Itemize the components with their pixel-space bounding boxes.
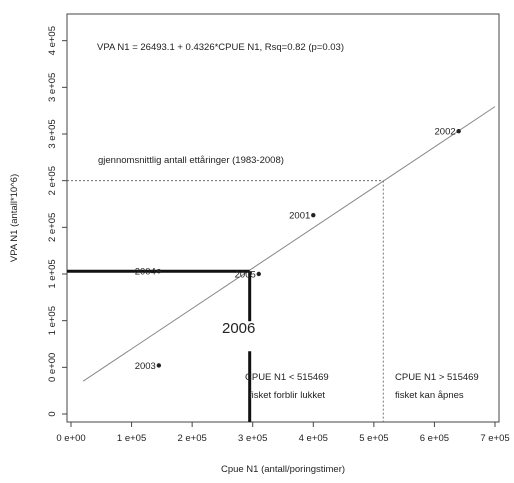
x-tick-label: 6 e+05 bbox=[420, 433, 449, 444]
x-tick-label: 7 e+05 bbox=[480, 433, 509, 444]
y-tick-label: 4 e+05 bbox=[47, 26, 58, 55]
data-point bbox=[456, 129, 461, 134]
regression-line bbox=[82, 106, 496, 382]
y-axis-title: VPA N1 (antall*10^6) bbox=[9, 174, 20, 262]
region-left-line2: fisket forblir lukket bbox=[249, 390, 325, 401]
region-left-line1: CPUE N1 < 515469 bbox=[245, 372, 329, 383]
equation-label: VPA N1 = 26493.1 + 0.4326*CPUE N1, Rsq=0… bbox=[97, 42, 344, 53]
data-point bbox=[256, 271, 261, 277]
y-tick-label: 2 e+05 bbox=[47, 213, 58, 242]
x-tick-label: 4 e+05 bbox=[299, 433, 328, 444]
data-point bbox=[311, 213, 316, 218]
x-tick-label: 2 e+05 bbox=[177, 433, 206, 444]
y-tick-label: 3 e+05 bbox=[47, 73, 58, 102]
mean-line-label: gjennomsnittlig antall ettåringer (1983-… bbox=[98, 155, 284, 166]
y-tick-label: 1 e+05 bbox=[47, 306, 58, 335]
x-axis-title: Cpue N1 (antall/poringstimer) bbox=[221, 464, 345, 475]
x-tick-label: 5 e+05 bbox=[359, 433, 388, 444]
y-tick-label: 3 e+05 bbox=[47, 119, 58, 148]
point-label: 2004 bbox=[135, 267, 156, 278]
region-right-line1: CPUE N1 > 515469 bbox=[395, 372, 479, 383]
data-point bbox=[156, 269, 162, 274]
point-label: 2005 bbox=[235, 270, 256, 281]
data-point bbox=[156, 363, 162, 368]
plot-frame bbox=[66, 13, 500, 423]
x-tick-label: 3 e+05 bbox=[238, 433, 267, 444]
x-tick-label: 0 e+00 bbox=[56, 433, 85, 444]
y-tick-label: 0 bbox=[47, 411, 58, 416]
x-tick-label: 1 e+05 bbox=[117, 433, 146, 444]
region-right-line2: fisket kan åpnes bbox=[395, 390, 464, 401]
point-label: 2002 bbox=[435, 127, 456, 138]
y-tick-label: 0 e+00 bbox=[47, 353, 58, 382]
point-label: 2003 bbox=[135, 361, 156, 372]
y-tick-label: 1 e+05 bbox=[47, 259, 58, 288]
year-2006-label: 2006 bbox=[222, 320, 255, 337]
point-label: 2001 bbox=[289, 211, 310, 222]
y-tick-label: 2 e+05 bbox=[47, 166, 58, 195]
